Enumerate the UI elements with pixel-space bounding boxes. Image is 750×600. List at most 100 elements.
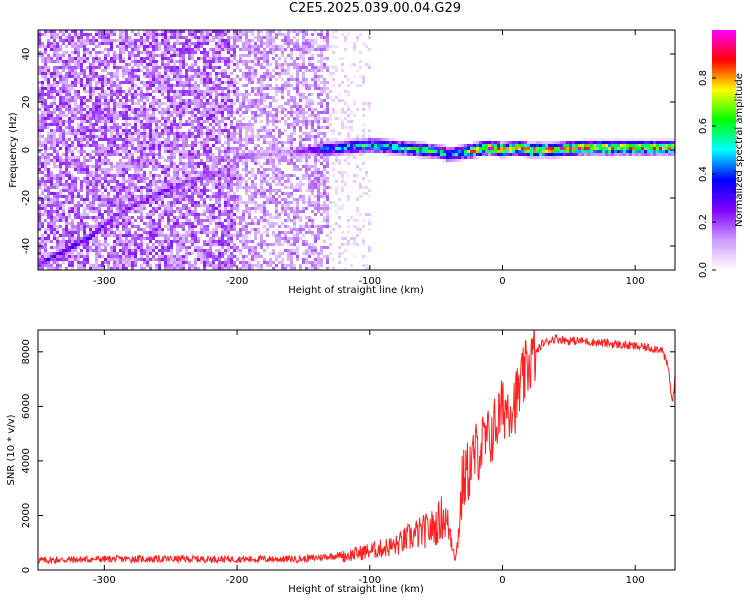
spectrogram-cell (71, 144, 74, 147)
spectrogram-cell (236, 189, 239, 192)
spectrogram-cell (287, 45, 290, 48)
spectrogram-cell (41, 165, 44, 168)
spectrogram-cell (206, 108, 209, 111)
spectrogram-cell (215, 234, 218, 237)
spectrogram-cell (140, 42, 143, 45)
spectrogram-cell (152, 78, 155, 81)
spectrogram-cell (185, 120, 188, 123)
spectrogram-cell (215, 207, 218, 210)
spectrogram-cell (194, 93, 197, 96)
spectrogram-cell (260, 234, 263, 237)
spectrogram-cell (200, 141, 203, 144)
spectrogram-cell (50, 264, 53, 267)
spectrogram-cell (242, 225, 245, 228)
spectrogram-cell (218, 183, 221, 186)
spectrogram-cell (161, 75, 164, 78)
spectrogram-cell (293, 45, 296, 48)
spectrogram-cell (281, 264, 284, 267)
spectrogram-cell (137, 228, 140, 231)
spectrogram-cell (140, 153, 143, 156)
spectrogram-cell (269, 102, 272, 105)
spectrogram-cell (89, 228, 92, 231)
spectrogram-cell (47, 156, 50, 159)
spectrogram-cell (263, 168, 266, 171)
spectrogram-cell (110, 90, 113, 93)
spectrogram-cell (203, 219, 206, 222)
spectrogram-cell (200, 177, 203, 180)
spectrogram-cell (134, 204, 137, 207)
spectrogram-cell (281, 144, 284, 147)
spectrogram-cell (41, 252, 44, 255)
spectrogram-cell (209, 75, 212, 78)
spectrogram-cell (245, 84, 248, 87)
spectrogram-cell (254, 246, 257, 249)
spectrogram-cell (158, 249, 161, 252)
spectrogram-cell (53, 39, 56, 42)
spectrogram-cell (122, 72, 125, 75)
spectrogram-cell (248, 39, 251, 42)
spectrogram-cell (161, 36, 164, 39)
spectrogram-cell (227, 42, 230, 45)
spectrogram-cell (65, 72, 68, 75)
spectrogram-cell (149, 234, 152, 237)
spectrogram-cell (218, 177, 221, 180)
spectrogram-cell (194, 231, 197, 234)
spectrogram-cell (83, 231, 86, 234)
spectrogram-cell (41, 192, 44, 195)
spectrogram-cell (152, 105, 155, 108)
spectrogram-cell (269, 186, 272, 189)
spectrogram-cell (182, 63, 185, 66)
spectrogram-cell (233, 174, 236, 177)
spectrogram-cell (41, 135, 44, 138)
spectrogram-cell (194, 213, 197, 216)
spectrogram-cell (242, 99, 245, 102)
spectrogram-cell (101, 183, 104, 186)
spectrogram-cell (62, 189, 65, 192)
spectrogram-cell (50, 105, 53, 108)
spectrogram-cell (68, 90, 71, 93)
spectrogram-cell (275, 66, 278, 69)
spectrogram-cell (209, 246, 212, 249)
spectrogram-cell (71, 153, 74, 156)
spectrogram-cell (290, 249, 293, 252)
spectrogram-cell (215, 42, 218, 45)
spectrogram-cell (173, 99, 176, 102)
spectrogram-cell (215, 216, 218, 219)
spectrogram-cell (62, 39, 65, 42)
spectrogram-cell (200, 180, 203, 183)
spectrogram-cell (254, 201, 257, 204)
spectrogram-cell (77, 216, 80, 219)
spectrogram-cell (188, 39, 191, 42)
spectrogram-cell (56, 216, 59, 219)
spectrogram-cell (185, 240, 188, 243)
spectrogram-cell (98, 267, 101, 270)
spectrogram-cell (263, 105, 266, 108)
spectrogram-cell (152, 108, 155, 111)
spectrogram-cell (56, 54, 59, 57)
spectrogram-cell (119, 198, 122, 201)
spectrogram-cell (272, 117, 275, 120)
spectrogram-cell (68, 189, 71, 192)
spectrogram-cell (143, 216, 146, 219)
spectrogram-cell (191, 84, 194, 87)
spectrogram-cell (287, 180, 290, 183)
spectrogram-cell (137, 33, 140, 36)
spectrogram-cell (74, 90, 77, 93)
spectrogram-cell (161, 195, 164, 198)
spectrogram-cell (131, 177, 134, 180)
spectrogram-cell (68, 54, 71, 57)
spectrogram-cell (212, 66, 215, 69)
spectrogram-cell (107, 33, 110, 36)
spectrogram-cell (107, 36, 110, 39)
spectrogram-cell (239, 183, 242, 186)
spectrogram-cell (140, 123, 143, 126)
spectrogram-cell (185, 90, 188, 93)
spectrogram-cell (206, 252, 209, 255)
spectrogram-cell (134, 162, 137, 165)
spectrogram-cell (65, 156, 68, 159)
spectrogram-cell (59, 126, 62, 129)
spectrogram-cell (272, 123, 275, 126)
spectrogram-cell (167, 108, 170, 111)
spectrogram-cell (284, 36, 287, 39)
spectrogram-cell (251, 99, 254, 102)
